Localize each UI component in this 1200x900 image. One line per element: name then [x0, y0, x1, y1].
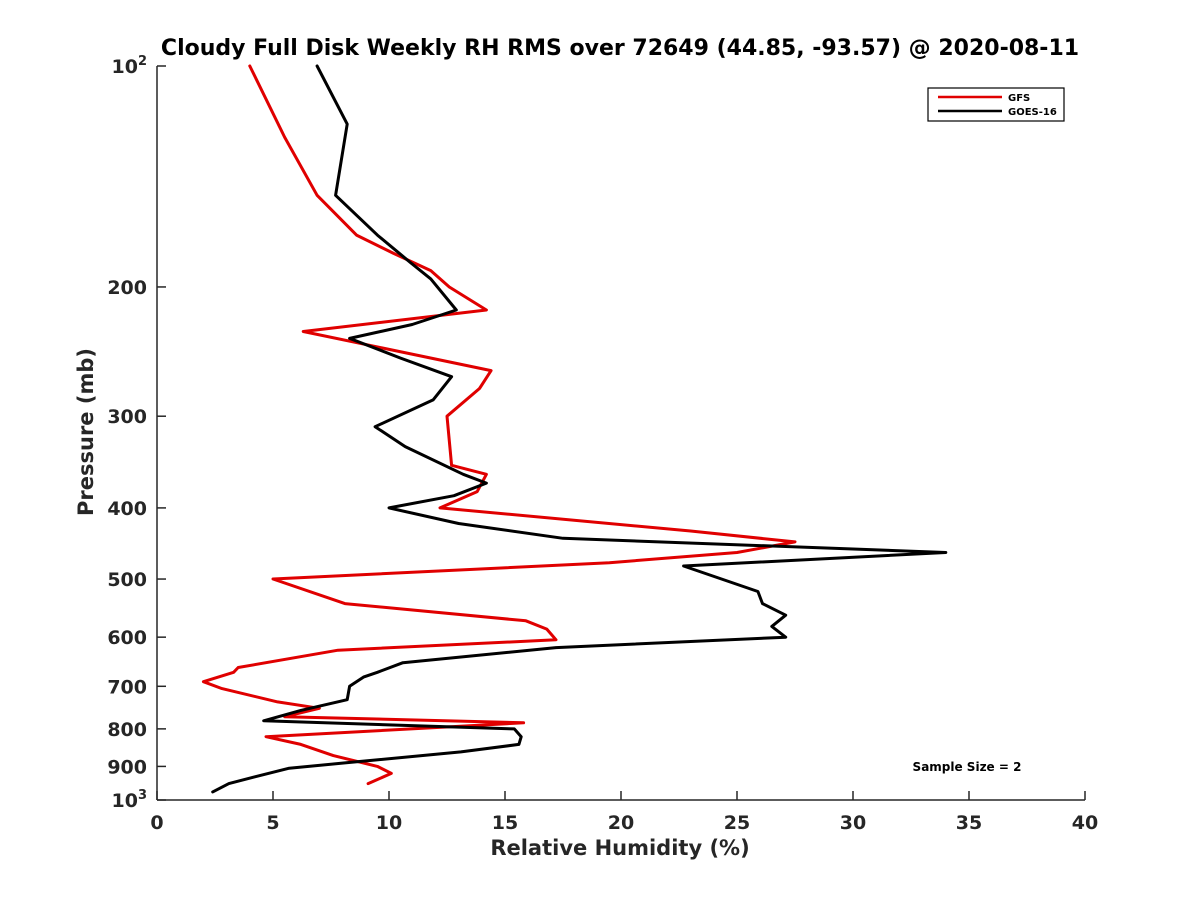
y-axis-label: Pressure (mb): [74, 348, 98, 516]
y-tick-label: 600: [107, 627, 147, 649]
x-tick-label: 15: [492, 812, 518, 834]
sample-size-annotation: Sample Size = 2: [913, 760, 1022, 774]
y-tick-label: 400: [107, 498, 147, 520]
y-tick-label: 300: [107, 406, 147, 428]
x-tick-label: 10: [376, 812, 402, 834]
x-tick-label: 30: [840, 812, 866, 834]
x-tick-label: 25: [724, 812, 750, 834]
y-tick-label: 700: [107, 676, 147, 698]
y-tick-label: 102: [112, 54, 148, 78]
y-tick-label: 500: [107, 569, 147, 591]
x-tick-label: 5: [266, 812, 279, 834]
x-axis-label: Relative Humidity (%): [490, 836, 749, 860]
x-tick-label: 0: [150, 812, 163, 834]
y-tick-label: 800: [107, 719, 147, 741]
y-tick-label: 900: [107, 756, 147, 778]
series-layer: [201, 64, 948, 794]
legend-box: [927, 87, 1065, 122]
legend-label-goes16: GOES-16: [1008, 107, 1057, 118]
y-tick-label: 200: [107, 277, 147, 299]
y-tick-label: 103: [112, 788, 148, 812]
chart-title: Cloudy Full Disk Weekly RH RMS over 7264…: [161, 36, 1079, 61]
x-tick-label: 40: [1072, 812, 1098, 834]
tick-layer: 0 5 10 15 20 25 30 35 40 102 200 300 400 500 600 700 800…: [107, 54, 1098, 834]
x-tick-label: 35: [956, 812, 982, 834]
legend: GFS GOES-16: [927, 87, 1065, 122]
x-tick-label: 20: [608, 812, 634, 834]
series-line-gfs: [201, 64, 797, 786]
legend-label-gfs: GFS: [1008, 93, 1030, 104]
series-line-goes16: [211, 64, 948, 794]
